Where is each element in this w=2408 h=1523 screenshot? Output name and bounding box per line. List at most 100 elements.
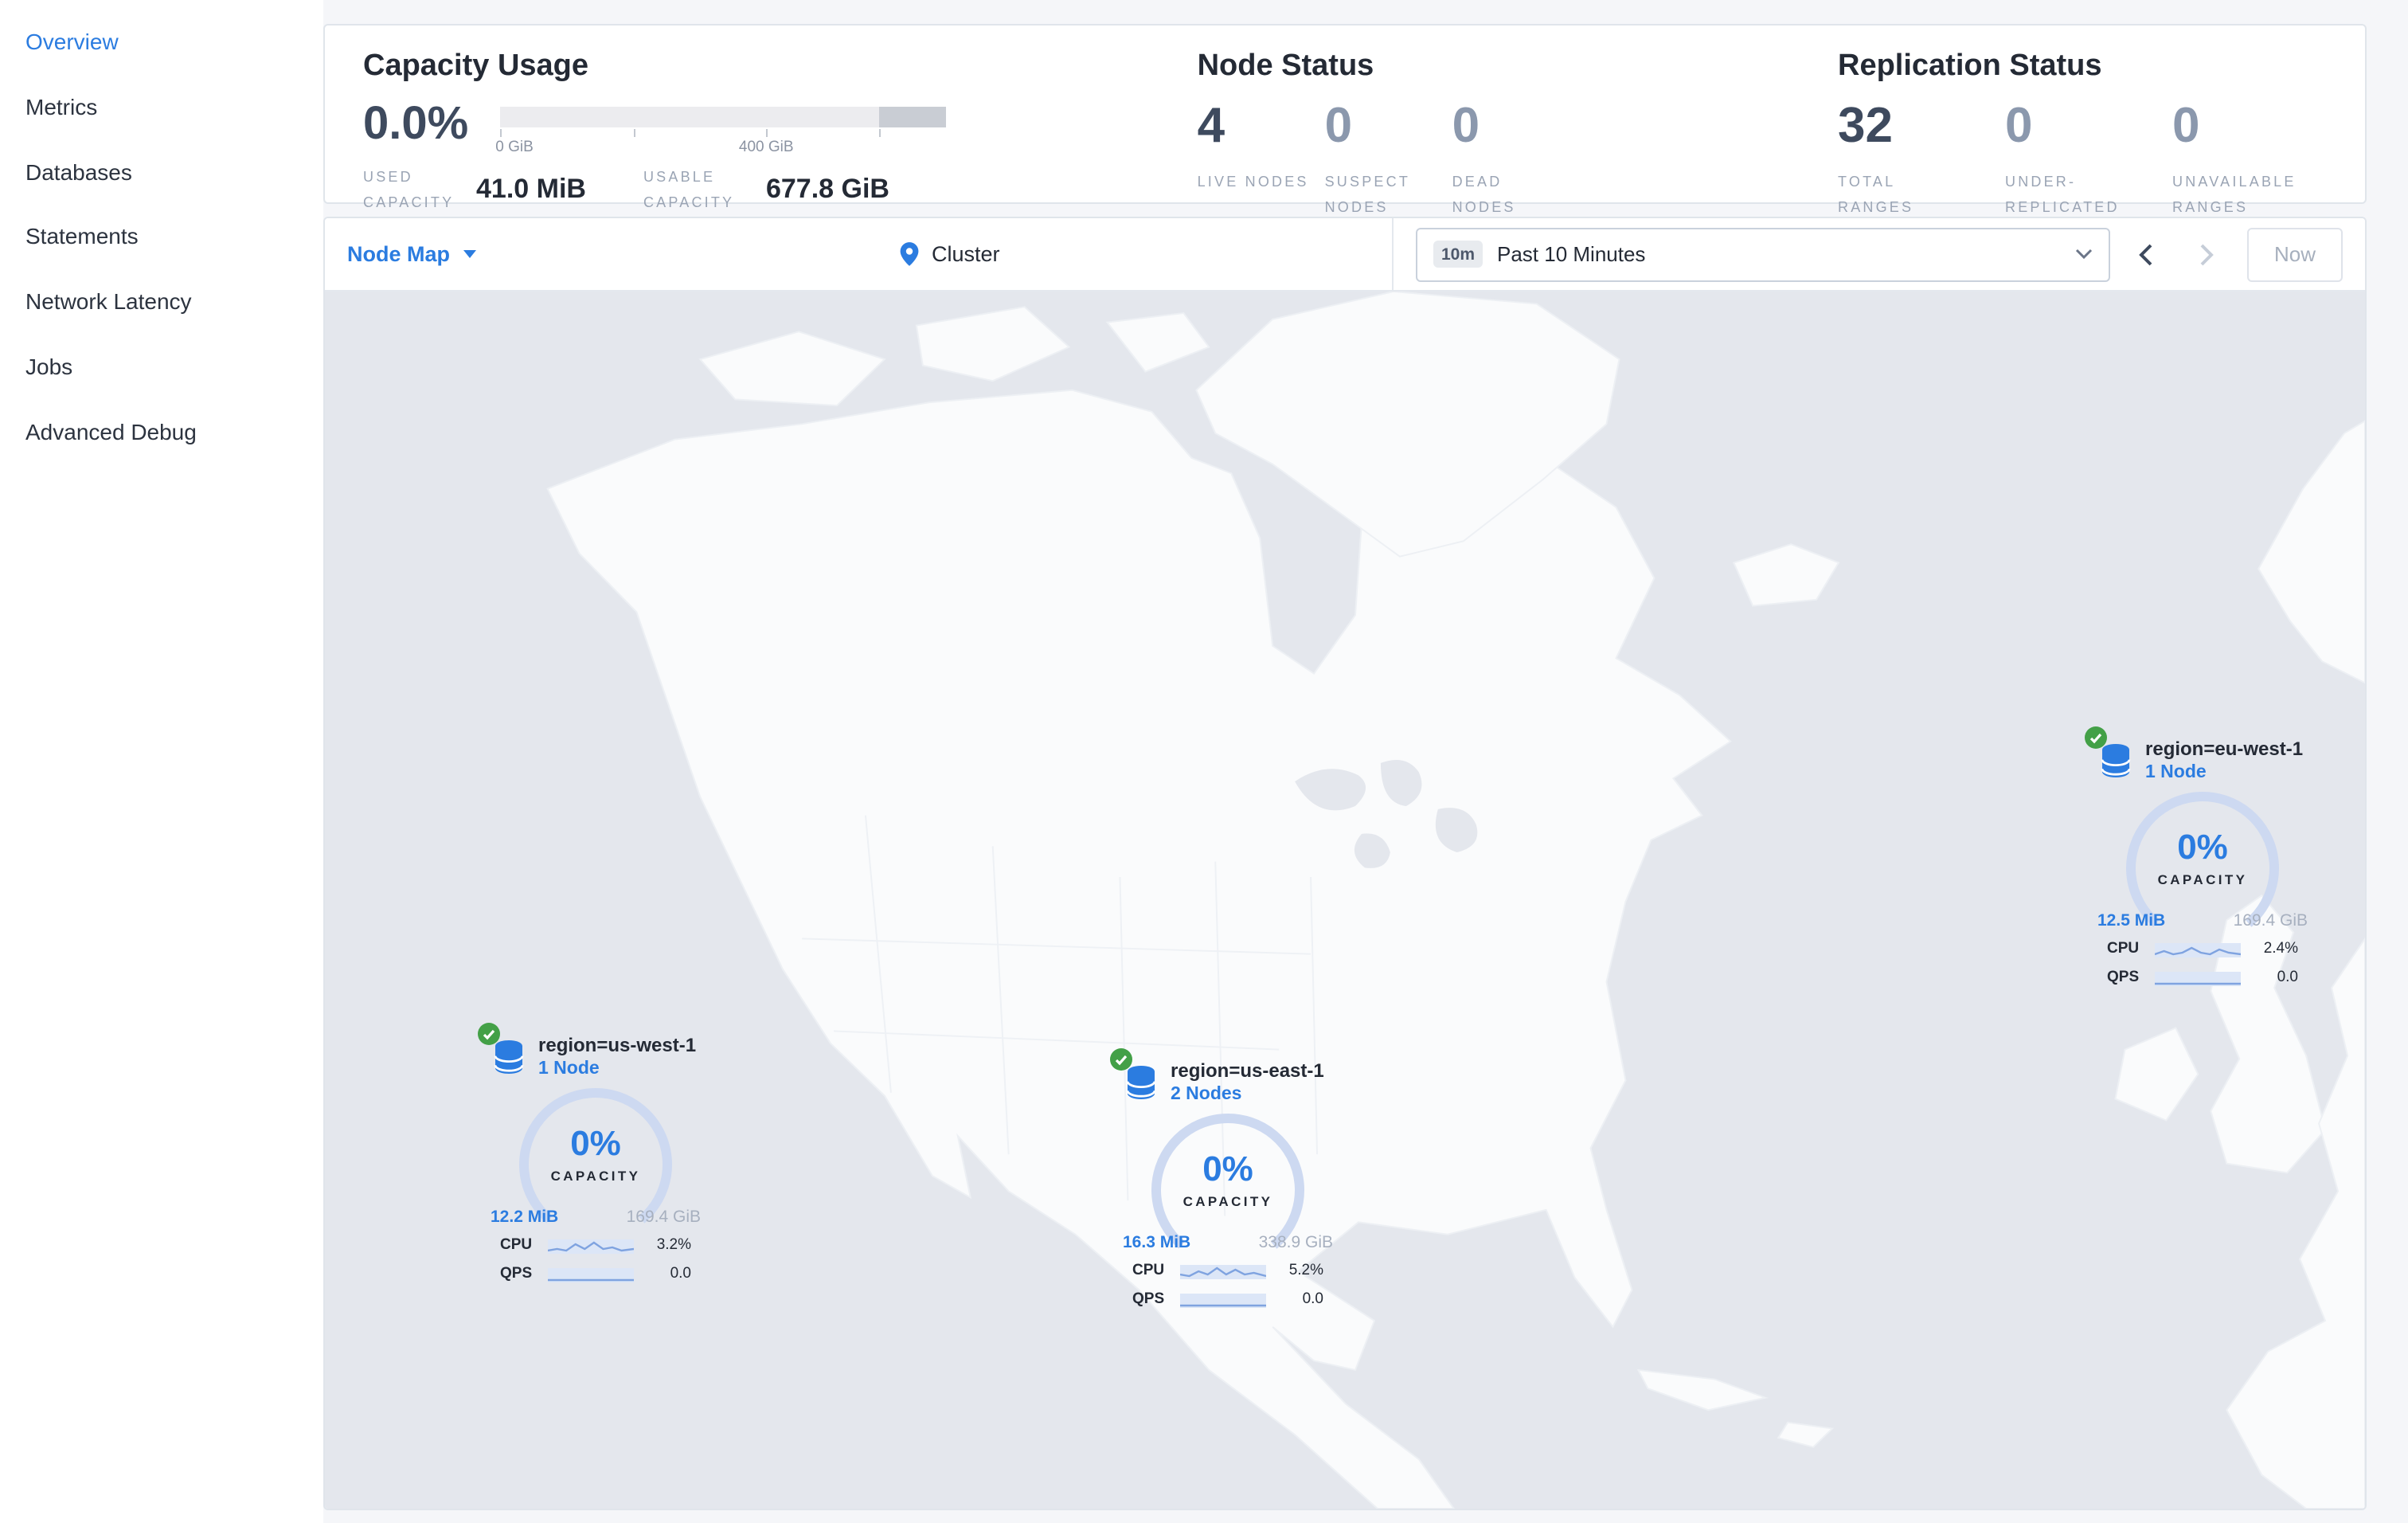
region-marker-us-east-1[interactable]: region=us-east-1 2 Nodes 0% CAPACITY 16.… [1108, 1048, 1347, 1310]
sidebar-item-databases[interactable]: Databases [25, 159, 132, 185]
region-nodes-link[interactable]: 2 Nodes [1171, 1085, 1242, 1104]
database-icon [1110, 1048, 1158, 1102]
capacity-usage-title: Capacity Usage [363, 49, 589, 83]
time-range-dropdown[interactable]: 10m Past 10 Minutes [1415, 227, 2110, 281]
cpu-label: CPU [1132, 1262, 1165, 1279]
suspect-nodes-label: SUSPECT NODES [1324, 173, 1410, 215]
qps-label: QPS [2107, 969, 2140, 986]
total-ranges-label: TOTAL RANGES [1838, 173, 1914, 215]
capacity-usage-section: Capacity Usage 0.0% 0 GiB 400 GiB [363, 49, 1198, 210]
toolbar-divider [1391, 218, 1394, 290]
healthy-check-icon [2085, 726, 2107, 749]
usable-capacity-label: USABLE CAPACITY [643, 169, 735, 211]
unavailable-ranges-label: UNAVAILABLE RANGES [2172, 173, 2297, 215]
location-pin-icon [900, 242, 919, 266]
sidebar-item-advanced-debug[interactable]: Advanced Debug [25, 418, 197, 444]
qps-value: 0.0 [670, 1265, 691, 1282]
chevron-left-icon [2140, 243, 2153, 265]
under-replicated-ranges-count: 0 [2005, 97, 2033, 153]
capacity-gauge: 0% CAPACITY [1145, 1110, 1311, 1270]
sidebar: Overview Metrics Databases Statements Ne… [0, 0, 323, 1523]
capacity-gauge: 0% CAPACITY [513, 1085, 678, 1244]
used-capacity-value: 41.0 MiB [476, 174, 586, 205]
qps-label: QPS [500, 1265, 533, 1282]
sidebar-item-jobs[interactable]: Jobs [25, 353, 73, 379]
region-nodes-link[interactable]: 1 Node [538, 1059, 600, 1079]
cpu-sparkline [548, 1239, 634, 1254]
now-button[interactable]: Now [2246, 227, 2343, 281]
capacity-bar: 0 GiB 400 GiB [495, 107, 947, 156]
capacity-tick-0: 0 GiB [495, 139, 534, 156]
total-ranges-stat: 32 TOTAL RANGES [1838, 97, 1992, 245]
gauge-percent: 0% [570, 1123, 621, 1163]
used-capacity-label: USED CAPACITY [363, 169, 455, 211]
replication-status-section: Replication Status 32 TOTAL RANGES 0 UND… [1838, 49, 2327, 241]
qps-value: 0.0 [2277, 969, 2298, 986]
cpu-sparkline [2155, 943, 2241, 957]
total-ranges-count: 32 [1838, 97, 1893, 153]
node-map-card: Node Map Cluster 10m Past 10 Minutes [323, 217, 2367, 1510]
chevron-down-icon [2075, 249, 2093, 260]
suspect-nodes-count: 0 [1324, 97, 1353, 153]
dead-nodes-stat: 0 DEAD NODES [1452, 97, 1567, 220]
cpu-value: 3.2% [656, 1236, 691, 1254]
gauge-capacity-label: CAPACITY [2157, 871, 2248, 887]
database-icon [478, 1023, 526, 1077]
region-used-capacity: 12.5 MiB [2097, 911, 2166, 930]
gauge-percent: 0% [2177, 827, 2228, 867]
sidebar-item-metrics[interactable]: Metrics [25, 93, 98, 119]
capacity-bar-provisioned-segment [879, 107, 947, 127]
gauge-capacity-label: CAPACITY [1182, 1193, 1273, 1209]
time-next-button[interactable] [2183, 227, 2231, 281]
region-nodes-link[interactable]: 1 Node [2145, 763, 2207, 782]
time-range-badge: 10m [1433, 241, 1483, 268]
cpu-label: CPU [500, 1236, 533, 1254]
cluster-summary-card: Capacity Usage 0.0% 0 GiB 400 GiB [323, 24, 2367, 241]
replication-status-title: Replication Status [1838, 49, 2102, 83]
cpu-sparkline [1180, 1265, 1266, 1279]
view-mode-dropdown[interactable]: Node Map [347, 242, 898, 266]
caret-down-icon [463, 250, 476, 258]
sidebar-item-overview[interactable]: Overview [25, 29, 119, 54]
unavailable-ranges-count: 0 [2172, 97, 2200, 153]
qps-label: QPS [1132, 1290, 1165, 1308]
time-range-label: Past 10 Minutes [1497, 242, 1646, 266]
sidebar-item-network-latency[interactable]: Network Latency [25, 288, 192, 315]
qps-value: 0.0 [1302, 1290, 1323, 1308]
live-nodes-stat: 4 LIVE NODES [1198, 97, 1312, 220]
time-prev-button[interactable] [2123, 227, 2171, 281]
gauge-capacity-label: CAPACITY [550, 1168, 641, 1184]
sidebar-item-statements[interactable]: Statements [25, 223, 139, 249]
node-status-section: Node Status 4 LIVE NODES 0 SUSPECT NODES… [1197, 49, 1838, 215]
region-used-capacity: 16.3 MiB [1123, 1233, 1191, 1252]
breadcrumb[interactable]: Cluster [898, 241, 1370, 268]
dead-nodes-label: DEAD NODES [1452, 173, 1516, 215]
world-map [546, 292, 2365, 1509]
region-used-capacity: 12.2 MiB [491, 1208, 559, 1227]
node-status-title: Node Status [1197, 49, 1374, 83]
region-name: region=us-west-1 [538, 1034, 697, 1056]
live-nodes-count: 4 [1197, 97, 1226, 153]
gauge-percent: 0% [1202, 1149, 1253, 1188]
view-mode-label: Node Map [347, 242, 451, 266]
qps-sparkline [1180, 1294, 1266, 1308]
live-nodes-label: LIVE NODES [1197, 173, 1309, 190]
cpu-label: CPU [2107, 940, 2140, 957]
healthy-check-icon [478, 1023, 500, 1045]
usable-capacity-value: 677.8 GiB [765, 174, 889, 205]
qps-sparkline [548, 1268, 634, 1282]
region-total-capacity: 169.4 GiB [2233, 911, 2308, 930]
unavailable-ranges-stat: 0 UNAVAILABLE RANGES [2172, 97, 2327, 245]
breadcrumb-cluster-label: Cluster [932, 242, 1000, 266]
region-marker-eu-west-1[interactable]: region=eu-west-1 1 Node 0% CAPACITY 12.5… [2083, 726, 2322, 988]
region-name: region=eu-west-1 [2145, 738, 2304, 760]
cpu-value: 5.2% [1288, 1262, 1323, 1279]
region-marker-us-west-1[interactable]: region=us-west-1 1 Node 0% CAPACITY 12.2… [476, 1023, 715, 1284]
region-name: region=us-east-1 [1171, 1059, 1324, 1082]
capacity-percent: 0.0% [363, 99, 469, 150]
database-icon [2085, 726, 2132, 781]
region-total-capacity: 169.4 GiB [626, 1208, 701, 1227]
cpu-value: 2.4% [2263, 940, 2298, 957]
chevron-right-icon [2201, 243, 2214, 265]
qps-sparkline [2155, 972, 2241, 986]
